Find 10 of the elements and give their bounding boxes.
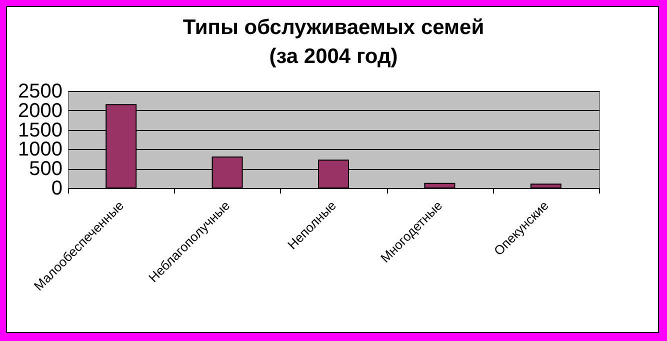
y-tick-label: 500: [29, 158, 62, 180]
y-tick-label: 0: [51, 178, 62, 200]
y-tick-label: 1500: [18, 119, 62, 142]
y-tick-label: 1000: [18, 138, 62, 161]
chart-title: Типы обслуживаемых семей: [182, 16, 484, 39]
chart-subtitle: (за 2004 год): [269, 45, 398, 68]
y-tick-label: 2000: [18, 100, 62, 122]
bar: [424, 182, 456, 188]
y-tick-label: 2500: [18, 80, 62, 102]
bar: [530, 184, 562, 188]
